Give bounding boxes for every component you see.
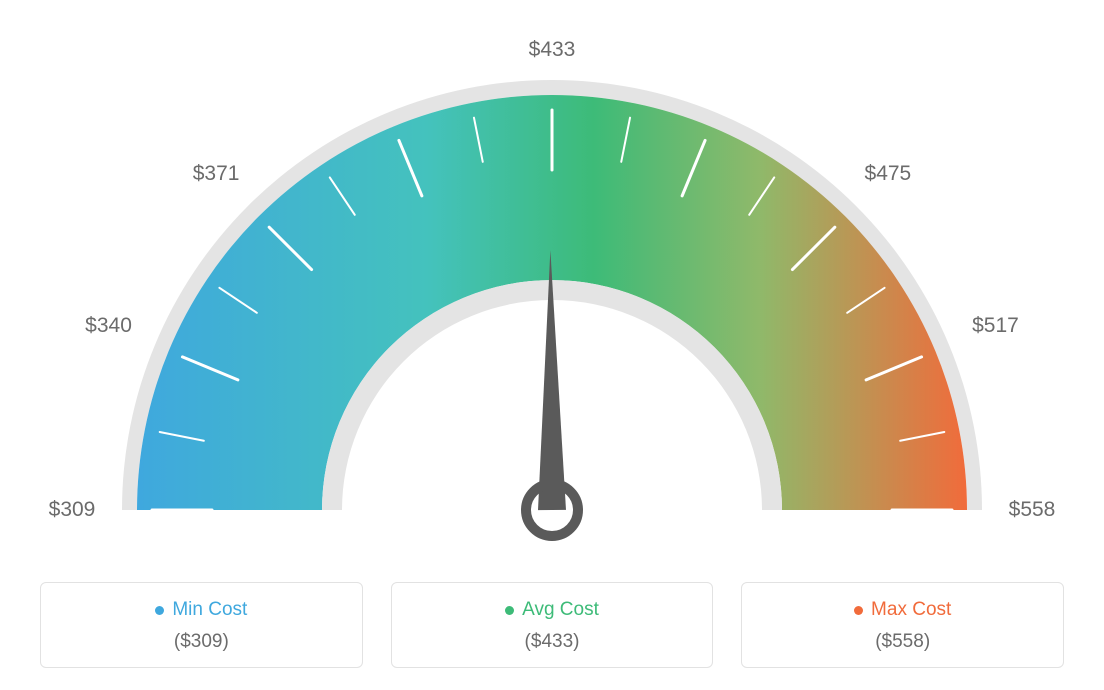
gauge-svg (0, 0, 1104, 560)
legend-label-avg: Avg Cost (522, 599, 599, 621)
gauge-tick-label: $309 (49, 498, 96, 522)
legend-value-min: ($309) (174, 631, 229, 653)
legend-title-max: Max Cost (854, 599, 951, 621)
legend-title-min: Min Cost (155, 599, 247, 621)
legend-dot-avg (505, 606, 514, 615)
legend-label-max: Max Cost (871, 599, 951, 621)
legend-value-max: ($558) (875, 631, 930, 653)
gauge-tick-label: $475 (865, 162, 912, 186)
legend-box-avg: Avg Cost ($433) (391, 582, 714, 668)
legend-box-min: Min Cost ($309) (40, 582, 363, 668)
legend-title-avg: Avg Cost (505, 599, 599, 621)
legend-dot-max (854, 606, 863, 615)
legend-dot-min (155, 606, 164, 615)
gauge-tick-label: $433 (529, 38, 576, 62)
legend-value-avg: ($433) (525, 631, 580, 653)
legend-box-max: Max Cost ($558) (741, 582, 1064, 668)
gauge-tick-label: $517 (972, 314, 1019, 338)
gauge-chart: $309 $340 $371 $433 $475 $517 $558 (0, 0, 1104, 560)
legend-row: Min Cost ($309) Avg Cost ($433) Max Cost… (40, 582, 1064, 668)
gauge-tick-label: $558 (1009, 498, 1056, 522)
gauge-tick-label: $371 (193, 162, 240, 186)
legend-label-min: Min Cost (172, 599, 247, 621)
gauge-tick-label: $340 (85, 314, 132, 338)
